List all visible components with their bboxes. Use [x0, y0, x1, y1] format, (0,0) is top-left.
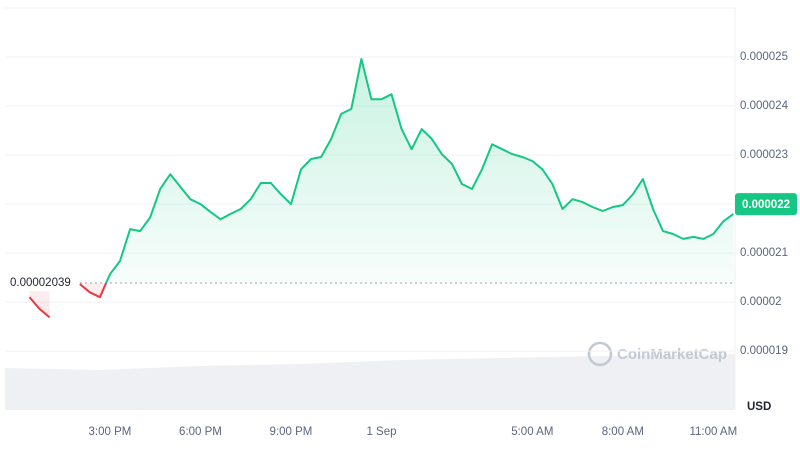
- y-tick-label: 0.000021: [740, 247, 788, 259]
- price-area: [29, 283, 50, 318]
- price-line: [28, 58, 734, 319]
- y-tick-label: 0.000024: [740, 100, 789, 112]
- reference-label-bg: [3, 275, 77, 292]
- watermark-text: CoinMarketCap: [617, 346, 727, 363]
- reference-label: 0.00002039: [10, 277, 71, 289]
- current-price-label: 0.000022: [742, 199, 790, 211]
- y-tick-label: 0.000019: [740, 345, 788, 357]
- x-tick-label: 5:00 AM: [511, 426, 553, 438]
- watermark: CoinMarketCap: [587, 341, 727, 367]
- x-tick-label: 11:00 AM: [689, 426, 737, 438]
- y-tick-label: 0.000023: [740, 149, 788, 161]
- x-tick-label: 6:00 PM: [179, 426, 222, 438]
- x-tick-label: 8:00 AM: [602, 426, 644, 438]
- x-tick-label: 1 Sep: [366, 426, 396, 438]
- unit-label: USD: [747, 401, 771, 413]
- price-area: [79, 59, 734, 298]
- y-tick-label: 0.000025: [740, 51, 788, 63]
- x-tick-label: 3:00 PM: [89, 426, 132, 438]
- current-price-badge: [735, 193, 797, 216]
- y-tick-label: 0.00002: [740, 296, 782, 308]
- volume-area: [5, 354, 735, 410]
- x-tick-label: 9:00 PM: [270, 426, 313, 438]
